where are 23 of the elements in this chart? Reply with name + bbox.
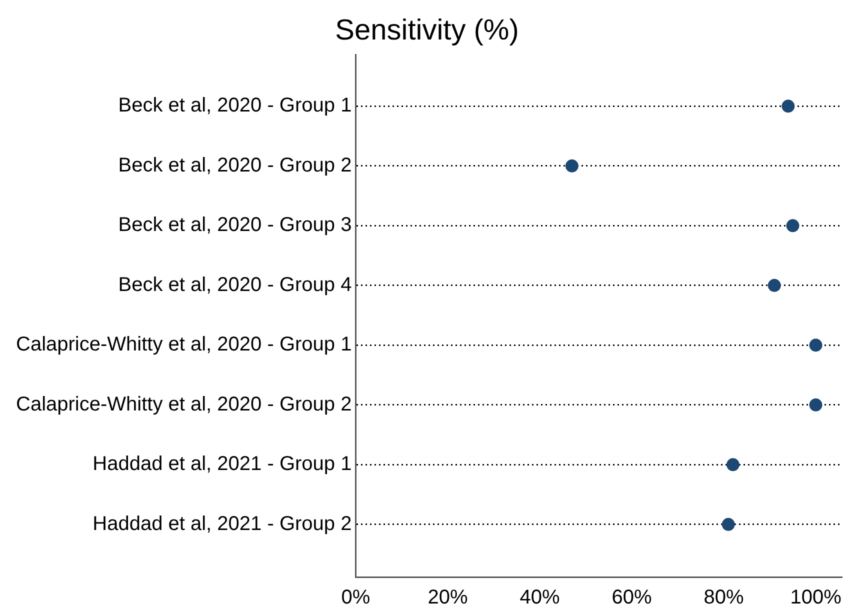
x-tick-label: 20%	[428, 586, 468, 609]
y-tick-label: Calaprice-Whitty et al, 2020 - Group 1	[16, 334, 352, 356]
point	[565, 159, 578, 172]
y-tick-label: Haddad et al, 2021 - Group 1	[92, 453, 352, 476]
y-tick-label: Beck et al, 2020 - Group 2	[118, 154, 352, 176]
point	[782, 100, 795, 113]
x-tick-label: 0%	[341, 586, 370, 609]
y-tick-label: Beck et al, 2020 - Group 1	[118, 94, 352, 117]
y-tick-label: Haddad et al, 2021 - Group 2	[92, 512, 352, 535]
point	[768, 278, 781, 292]
x-tick-label: 100%	[790, 586, 842, 609]
y-tick-label: Beck et al, 2020 - Group 3	[118, 214, 352, 236]
y-tick-label: Calaprice-Whitty et al, 2020 - Group 2	[16, 393, 352, 416]
x-tick-label: 40%	[520, 586, 560, 609]
point	[809, 398, 822, 412]
point	[809, 338, 822, 352]
y-tick-label: Beck et al, 2020 - Group 4	[118, 274, 352, 296]
point	[722, 518, 735, 531]
point	[786, 219, 800, 232]
x-tick-label: 60%	[612, 586, 652, 609]
x-tick-label: 80%	[704, 586, 744, 609]
chart-title: Sensitivity (%)	[335, 14, 519, 46]
point	[726, 458, 740, 472]
